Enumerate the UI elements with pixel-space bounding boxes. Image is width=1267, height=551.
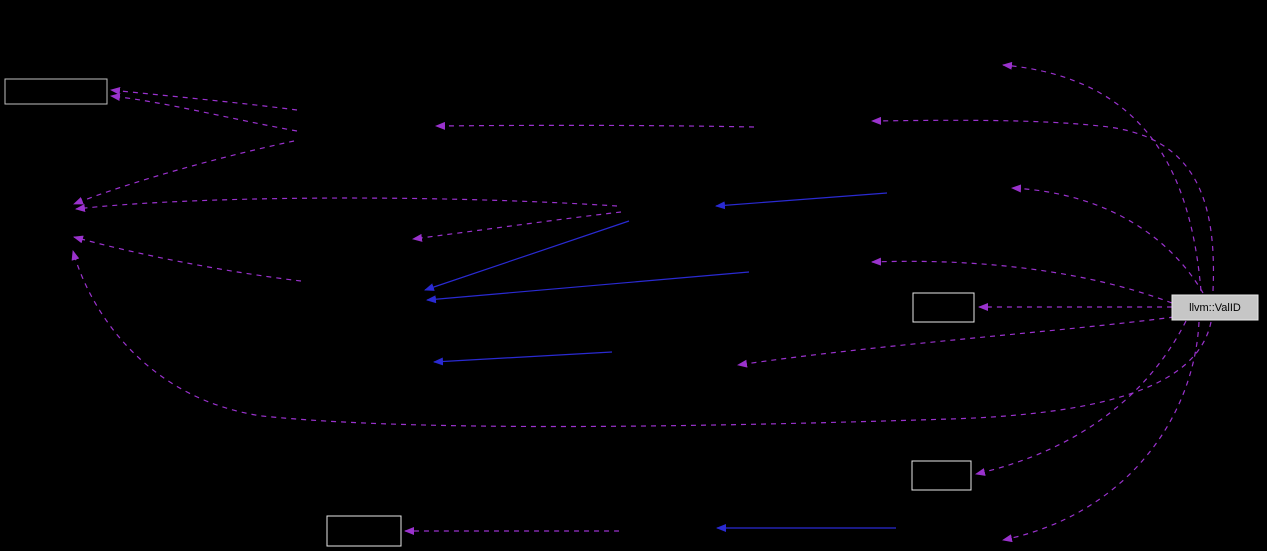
- usage-edge: [73, 235, 302, 282]
- valid-node-label: llvm::ValID: [1189, 302, 1241, 314]
- graph-node-box[interactable]: [326, 515, 402, 547]
- usage-edge: [71, 250, 1212, 428]
- usage-edge: [435, 121, 755, 130]
- usage-edge: [73, 140, 295, 205]
- inheritance-edge: [426, 271, 750, 304]
- inheritance-edge: [433, 351, 613, 366]
- usage-edge: [110, 93, 298, 132]
- graph-node-boxes: [4, 78, 975, 547]
- valid-node-box: [1171, 294, 1259, 321]
- usage-edge: [412, 211, 622, 242]
- inheritance-edge: [424, 220, 630, 291]
- usage-edge: [871, 116, 1215, 292]
- inheritance-edge: [715, 192, 888, 210]
- usage-edge: [1011, 184, 1204, 294]
- usage-edge: [975, 320, 1187, 476]
- valid-node: llvm::ValID: [1171, 294, 1259, 321]
- graph-node-box[interactable]: [912, 292, 975, 323]
- usage-edge: [110, 86, 298, 111]
- graph-node-box[interactable]: [911, 460, 972, 491]
- graph-node-box[interactable]: [4, 78, 108, 105]
- solid-inheritance-edges: [424, 192, 896, 532]
- dashed-usage-edges: [71, 61, 1215, 543]
- usage-edge: [871, 257, 1173, 304]
- usage-edge: [75, 197, 618, 212]
